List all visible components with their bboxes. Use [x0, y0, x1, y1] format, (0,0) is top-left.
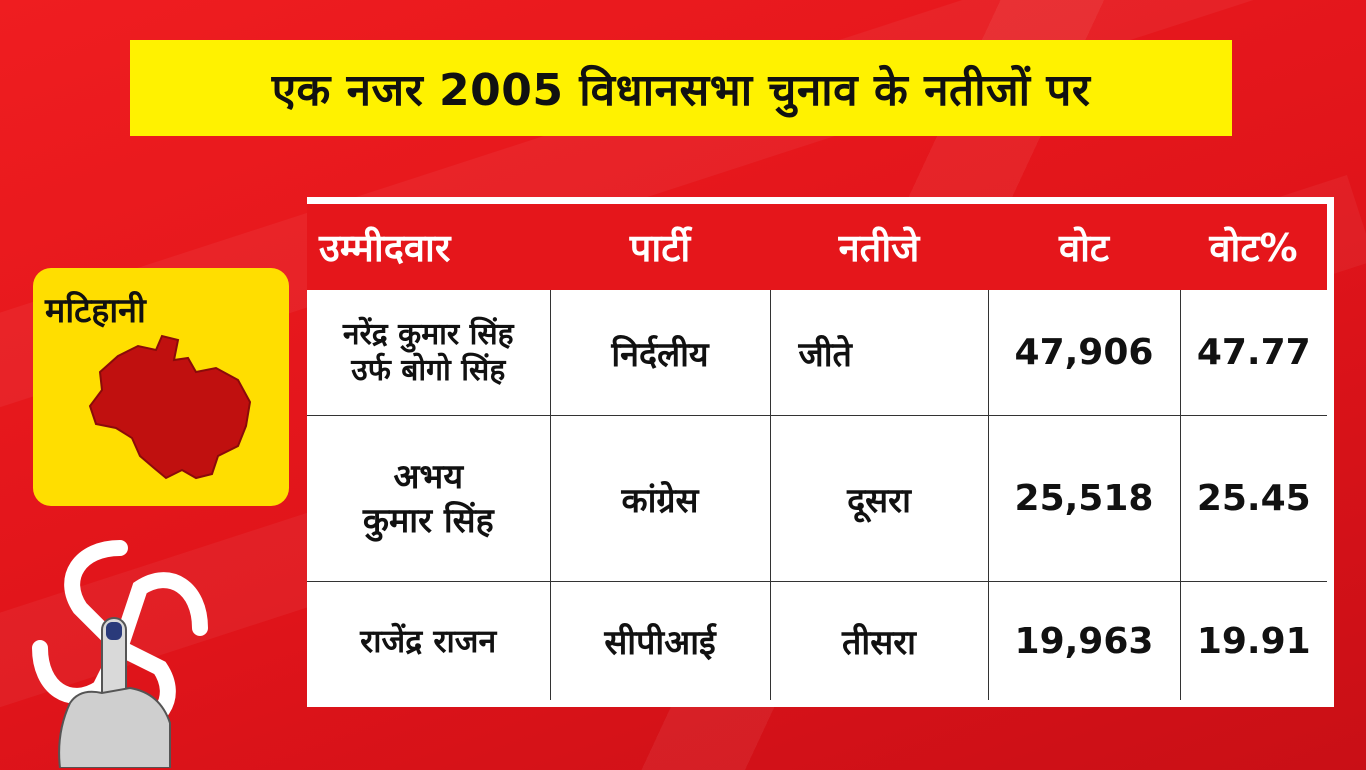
- constituency-map-icon: [88, 334, 252, 480]
- header-votes: वोट: [988, 204, 1180, 290]
- header-candidate: उम्मीदवार: [307, 204, 550, 290]
- party-cell: कांग्रेस: [549, 415, 771, 582]
- constituency-name: मटिहानी: [45, 291, 146, 331]
- constituency-card: मटिहानी: [33, 268, 289, 506]
- party-cell: निर्दलीय: [549, 290, 771, 416]
- table-row: राजेंद्र राजन सीपीआई तीसरा 19,963 19.91: [307, 581, 1327, 700]
- title-banner: एक नजर 2005 विधानसभा चुनाव के नतीजों पर: [130, 40, 1232, 136]
- candidate-name-line1: नरेंद्र कुमार सिंह: [342, 316, 514, 352]
- candidate-name-line2: कुमार सिंह: [362, 500, 494, 541]
- header-result: नतीजे: [770, 204, 988, 290]
- candidate-name-line1: राजेंद्र राजन: [360, 622, 497, 660]
- votes-cell: 47,906: [987, 290, 1181, 416]
- ballot-finger-icon: [32, 540, 208, 768]
- candidate-cell: अभय कुमार सिंह: [307, 415, 551, 582]
- result-cell: जीते: [769, 290, 989, 416]
- results-table-panel: उम्मीदवार पार्टी नतीजे वोट वोट% नरेंद्र …: [307, 197, 1334, 707]
- result-cell: तीसरा: [769, 581, 989, 700]
- vote-percent-cell: 19.91: [1179, 581, 1327, 700]
- candidate-cell: नरेंद्र कुमार सिंह उर्फ बोगो सिंह: [307, 290, 551, 416]
- candidate-cell: राजेंद्र राजन: [307, 581, 551, 700]
- candidate-name-line2: उर्फ बोगो सिंह: [351, 352, 506, 388]
- party-cell: सीपीआई: [549, 581, 771, 700]
- page-title: एक नजर 2005 विधानसभा चुनाव के नतीजों पर: [271, 65, 1091, 116]
- table-row: अभय कुमार सिंह कांग्रेस दूसरा 25,518 25.…: [307, 415, 1327, 582]
- header-vote-percent: वोट%: [1180, 204, 1327, 290]
- candidate-name-line1: अभय: [393, 456, 464, 497]
- vote-percent-cell: 47.77: [1179, 290, 1327, 416]
- table-row: नरेंद्र कुमार सिंह उर्फ बोगो सिंह निर्दल…: [307, 290, 1327, 416]
- votes-cell: 19,963: [987, 581, 1181, 700]
- header-party: पार्टी: [550, 204, 770, 290]
- results-table: उम्मीदवार पार्टी नतीजे वोट वोट% नरेंद्र …: [307, 204, 1327, 700]
- votes-cell: 25,518: [987, 415, 1181, 582]
- table-header-row: उम्मीदवार पार्टी नतीजे वोट वोट%: [307, 204, 1327, 290]
- result-cell: दूसरा: [769, 415, 989, 582]
- vote-percent-cell: 25.45: [1179, 415, 1327, 582]
